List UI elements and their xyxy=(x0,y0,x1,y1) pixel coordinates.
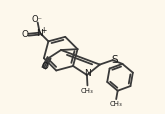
Text: O: O xyxy=(21,30,28,39)
Text: O: O xyxy=(42,61,49,70)
Text: O⁻: O⁻ xyxy=(31,15,42,24)
Text: N: N xyxy=(36,29,43,38)
Text: CH₃: CH₃ xyxy=(110,100,122,106)
Text: S: S xyxy=(111,54,118,64)
Text: CH₃: CH₃ xyxy=(81,87,94,93)
Text: +: + xyxy=(40,26,46,34)
Text: N: N xyxy=(84,68,91,77)
